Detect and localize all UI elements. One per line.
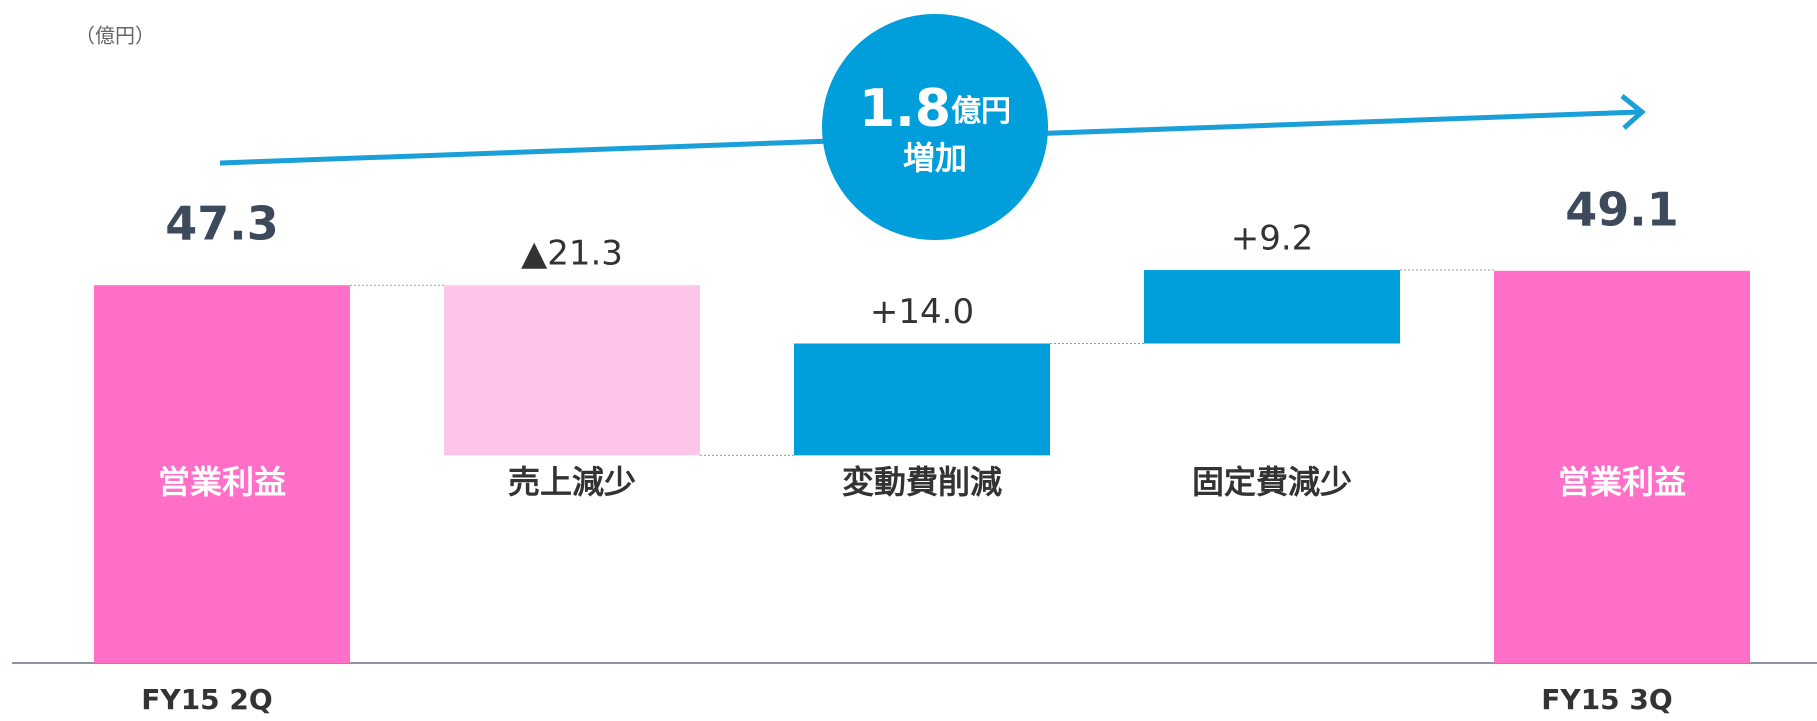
bar-label: 変動費削減 bbox=[842, 463, 1002, 501]
bar bbox=[1144, 270, 1400, 344]
x-tick-label: FY15 3Q bbox=[1541, 683, 1672, 716]
x-tick-label: FY15 2Q bbox=[141, 683, 272, 716]
value-label: +14.0 bbox=[870, 292, 974, 332]
value-label: 47.3 bbox=[165, 197, 279, 251]
bar-label: 固定費減少 bbox=[1192, 463, 1352, 501]
annotation-number: 1.8 bbox=[859, 79, 951, 139]
arrow-head bbox=[1620, 94, 1646, 130]
bar-label: 営業利益 bbox=[158, 463, 286, 501]
value-label: +9.2 bbox=[1231, 219, 1314, 259]
annotation-value: 1.8億円 bbox=[859, 79, 1011, 139]
bar bbox=[94, 285, 350, 663]
unit-label: （億円） bbox=[75, 24, 155, 48]
value-label: 49.1 bbox=[1565, 182, 1679, 236]
value-label: ▲21.3 bbox=[521, 234, 623, 274]
bar-label: 売上減少 bbox=[508, 463, 636, 501]
annotation-unit: 億円 bbox=[951, 94, 1011, 129]
bar bbox=[1494, 270, 1750, 663]
annotation-text: 増加 bbox=[903, 139, 967, 177]
annotation-circle bbox=[822, 14, 1048, 240]
bar bbox=[794, 343, 1050, 456]
bar bbox=[444, 285, 700, 456]
bar-label: 営業利益 bbox=[1558, 463, 1686, 501]
